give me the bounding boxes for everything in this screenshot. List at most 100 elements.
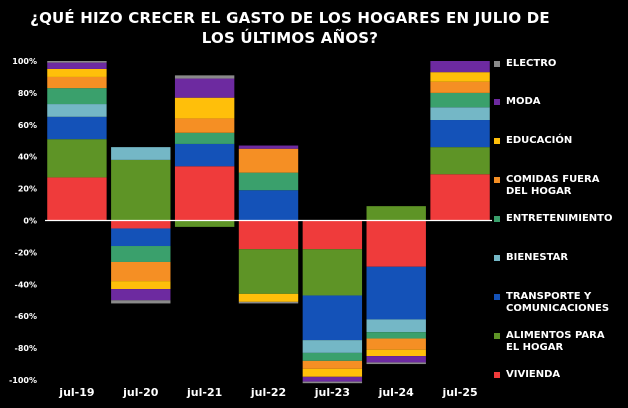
bar-segment [302, 352, 363, 361]
legend-swatch [494, 61, 500, 67]
bar-segment [302, 340, 363, 353]
bar-segment [430, 147, 490, 175]
bar-segment [111, 289, 171, 301]
y-tick-label: 0% [23, 217, 37, 226]
legend-swatch [494, 294, 500, 300]
bar-segment [366, 349, 426, 357]
bar-segment [366, 362, 426, 365]
bar-segment [430, 81, 490, 93]
bar-segment [430, 61, 490, 73]
x-tick-label: jul-23 [314, 386, 350, 399]
bar-segment [111, 300, 171, 304]
legend-swatch [494, 99, 500, 105]
bar-segment [47, 88, 107, 105]
bar-segment [47, 177, 107, 221]
chart-title: ¿QUÉ HIZO CRECER EL GASTO DE LOS HOGARES… [0, 8, 580, 48]
bar-segment [47, 62, 107, 69]
x-tick-label: jul-22 [250, 386, 286, 399]
bar-segment [238, 172, 299, 191]
bar-segment [302, 360, 363, 369]
chart-title-line-2: LOS ÚLTIMOS AÑOS? [201, 29, 379, 47]
bar-segment [302, 376, 363, 382]
legend-label: COMIDAS FUERA DEL HOGAR [506, 174, 600, 197]
bar-segment [111, 261, 171, 282]
bar-segment [47, 104, 107, 117]
y-tick-label: 80% [18, 89, 37, 98]
bar-segment [430, 107, 490, 121]
chart-title-line-1: ¿QUÉ HIZO CRECER EL GASTO DE LOS HOGARES… [30, 9, 550, 27]
legend-swatch [494, 177, 500, 183]
bar-segment [174, 97, 235, 119]
bar-segment [174, 220, 235, 227]
bar-segment [238, 293, 299, 302]
legend-label: ENTRETENIMIENTO [506, 213, 613, 224]
bar-segment [430, 174, 490, 221]
y-tick-label: 100% [12, 57, 37, 66]
legend-swatch [494, 372, 500, 378]
bar-segment [366, 338, 426, 350]
bar-segment [430, 120, 490, 148]
x-tick-label: jul-19 [58, 386, 94, 399]
legend-swatch [494, 255, 500, 261]
bar-segment [174, 166, 235, 221]
bar-segment [111, 220, 171, 229]
y-tick-label: -20% [15, 248, 37, 257]
bar-segment [302, 381, 363, 384]
bar-segment [47, 76, 107, 89]
bar-segment [238, 148, 299, 173]
legend-swatch [494, 216, 500, 222]
y-tick-label: -60% [15, 312, 37, 321]
y-tick-label: -40% [15, 280, 37, 289]
y-tick-label: 20% [18, 185, 37, 194]
x-tick-label: jul-21 [186, 386, 222, 399]
bar-segment [366, 356, 426, 363]
legend-label: TRANSPORTE Y COMUNICACIONES [506, 291, 610, 314]
legend-label: EDUCACIÓN [506, 135, 573, 146]
bar-segment [238, 145, 299, 149]
bar-segment [111, 246, 171, 262]
bar-segment [47, 139, 107, 178]
legend-swatch [494, 333, 500, 339]
bar-segment [302, 295, 363, 341]
bar-segment [111, 159, 171, 221]
bar-segment [302, 368, 363, 377]
bar-segment [366, 206, 426, 221]
bar-segment [430, 72, 490, 82]
y-tick-label: 40% [18, 153, 37, 162]
bar-segment [302, 249, 363, 296]
bar-segment [47, 61, 107, 63]
bar-segment [238, 220, 299, 250]
x-tick-label: jul-20 [122, 386, 159, 399]
bar-segment [366, 319, 426, 333]
y-tick-label: -80% [15, 344, 37, 353]
bar-segment [366, 332, 426, 339]
legend-label: VIVIENDA [506, 369, 561, 380]
y-tick-label: 60% [18, 121, 37, 130]
x-tick-label: jul-24 [378, 386, 415, 399]
bar-segment [238, 249, 299, 294]
bar-segment [430, 92, 490, 108]
bar-segment [111, 147, 171, 160]
bar-segment [238, 190, 299, 221]
legend-swatch [494, 138, 500, 144]
bar-segment [302, 220, 363, 250]
legend-label: ALIMENTOS PARA EL HOGAR [506, 330, 605, 353]
bar-segment [366, 220, 426, 267]
bar-segment [47, 116, 107, 140]
bar-segment [174, 75, 235, 79]
bar-segment [111, 281, 171, 290]
bar-segment [111, 228, 171, 247]
legend-label: ELECTRO [506, 58, 557, 69]
y-tick-label: -100% [9, 376, 37, 385]
bar-segment [366, 266, 426, 320]
x-tick-label: jul-25 [441, 386, 477, 399]
legend-label: MODA [506, 96, 541, 107]
legend-label: BIENESTAR [506, 252, 569, 263]
bar-segment [47, 68, 107, 77]
bar-segment [174, 132, 235, 144]
bar-segment [174, 143, 235, 167]
bar-segment [174, 118, 235, 133]
bar-segment [238, 301, 299, 304]
bar-segment [174, 78, 235, 98]
